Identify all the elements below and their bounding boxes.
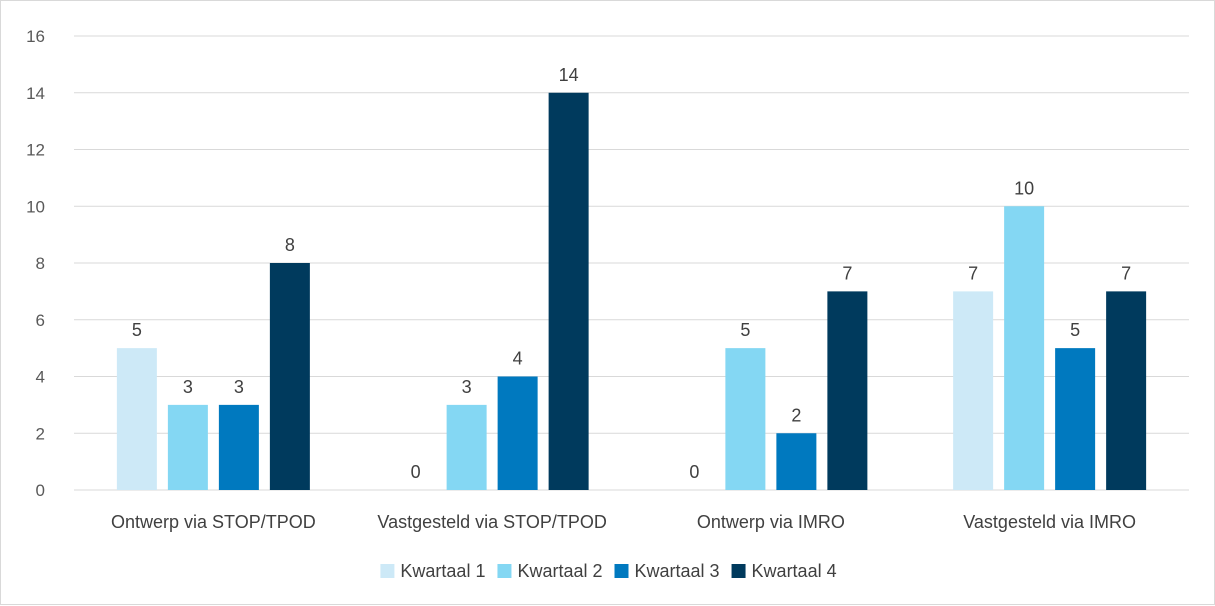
bar	[116, 348, 157, 490]
y-axis-ticks: 0 2 4 6 8 10 12 14 16	[26, 27, 45, 500]
gridlines	[74, 35, 1189, 491]
legend-item: Kwartaal 3	[614, 561, 720, 581]
data-label: 5	[740, 320, 750, 340]
y-tick-label: 14	[26, 84, 45, 103]
bar	[167, 404, 208, 490]
legend-item: Kwartaal 2	[497, 561, 603, 581]
data-label: 5	[132, 320, 142, 340]
data-label: 14	[559, 65, 579, 85]
data-label: 8	[285, 235, 295, 255]
legend-swatch	[731, 564, 746, 578]
bar	[827, 291, 868, 490]
data-label: 7	[842, 263, 852, 283]
data-label: 3	[234, 377, 244, 397]
legend-swatch	[614, 564, 629, 578]
data-label: 7	[968, 263, 978, 283]
x-category-label: Vastgesteld via STOP/TPOD	[377, 512, 606, 532]
x-category-label: Ontwerp via STOP/TPOD	[111, 512, 316, 532]
data-label: 10	[1014, 178, 1034, 198]
y-tick-label: 10	[26, 197, 45, 216]
y-tick-label: 6	[36, 311, 45, 330]
data-label: 0	[689, 462, 699, 482]
data-label: 4	[513, 349, 523, 369]
bar	[446, 404, 487, 490]
legend-item: Kwartaal 4	[731, 561, 837, 581]
bar	[1004, 206, 1045, 490]
legend-swatch	[497, 564, 512, 578]
bar	[497, 376, 538, 490]
bar	[269, 263, 310, 490]
legend-label: Kwartaal 3	[635, 561, 720, 581]
data-label: 5	[1070, 320, 1080, 340]
bar	[725, 348, 766, 490]
y-tick-label: 2	[36, 424, 45, 443]
data-label: 3	[462, 377, 472, 397]
data-label: 3	[183, 377, 193, 397]
legend-label: Kwartaal 4	[752, 561, 837, 581]
legend-item: Kwartaal 1	[380, 561, 485, 581]
bar	[953, 291, 994, 490]
bar	[776, 433, 817, 490]
y-tick-label: 4	[36, 368, 45, 387]
bars	[116, 92, 1147, 490]
y-tick-label: 0	[36, 481, 45, 500]
bar	[548, 92, 589, 490]
legend: Kwartaal 1 Kwartaal 2 Kwartaal 3 Kwartaal 4	[380, 561, 837, 581]
data-label: 2	[791, 405, 801, 425]
legend-swatch	[380, 564, 395, 578]
data-label: 0	[411, 462, 421, 482]
data-labels: 5 3 3 8 0 3 4 14 0 5 2 7 7 10 5 7	[132, 65, 1131, 482]
bar	[218, 404, 259, 490]
data-label: 7	[1121, 263, 1131, 283]
legend-label: Kwartaal 1	[400, 561, 485, 581]
x-axis-categories: Ontwerp via STOP/TPOD Vastgesteld via STO…	[111, 512, 1136, 532]
x-category-label: Ontwerp via IMRO	[697, 512, 845, 532]
legend-label: Kwartaal 2	[517, 561, 602, 581]
x-category-label: Vastgesteld via IMRO	[963, 512, 1136, 532]
y-tick-label: 12	[26, 141, 45, 160]
bar	[1106, 291, 1147, 490]
y-tick-label: 8	[36, 254, 45, 273]
y-tick-label: 16	[26, 27, 45, 46]
bar	[1055, 348, 1096, 490]
